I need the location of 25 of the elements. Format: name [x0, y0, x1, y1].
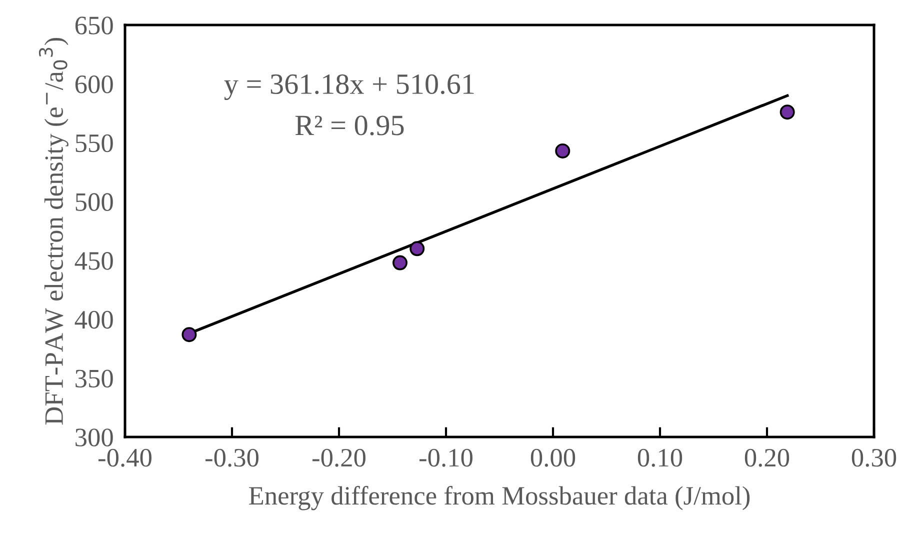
x-tick-label: -0.10	[420, 448, 472, 467]
x-tick-label: -0.40	[98, 448, 152, 467]
y-tick-label: 650	[75, 16, 113, 34]
y-tick-label: 350	[76, 370, 113, 388]
y-tick-label: 400	[74, 310, 113, 329]
point	[410, 241, 425, 256]
point	[555, 143, 570, 158]
x-tick-label: 0.20	[744, 448, 790, 467]
y-tick-label: 300	[76, 428, 113, 446]
y-tick-label: 500	[76, 193, 113, 211]
point	[182, 327, 197, 342]
x-tick-label: -0.30	[206, 448, 258, 467]
y-tick-label: 550	[76, 134, 113, 152]
x-tick-label: 0.00	[530, 448, 576, 467]
annotation: y = 361.18x + 510.61	[224, 74, 474, 100]
x-tick-label: 0.10	[638, 448, 682, 467]
y-axis-title: DFT-PAW electron density (e$^{−}$/a$_{0}$$^{3}$)	[38, 38, 68, 425]
annotation: R² = 0.95	[295, 116, 404, 136]
y-tick-label: 600	[75, 75, 113, 94]
x-axis-title: Energy difference from Mossbauer data (J/mol)	[249, 486, 750, 510]
y-tick-label: 450	[74, 252, 113, 270]
x-tick-label: -0.20	[312, 448, 366, 467]
point	[392, 255, 408, 270]
x-tick-label: 0.30	[852, 448, 896, 467]
point	[780, 104, 795, 120]
